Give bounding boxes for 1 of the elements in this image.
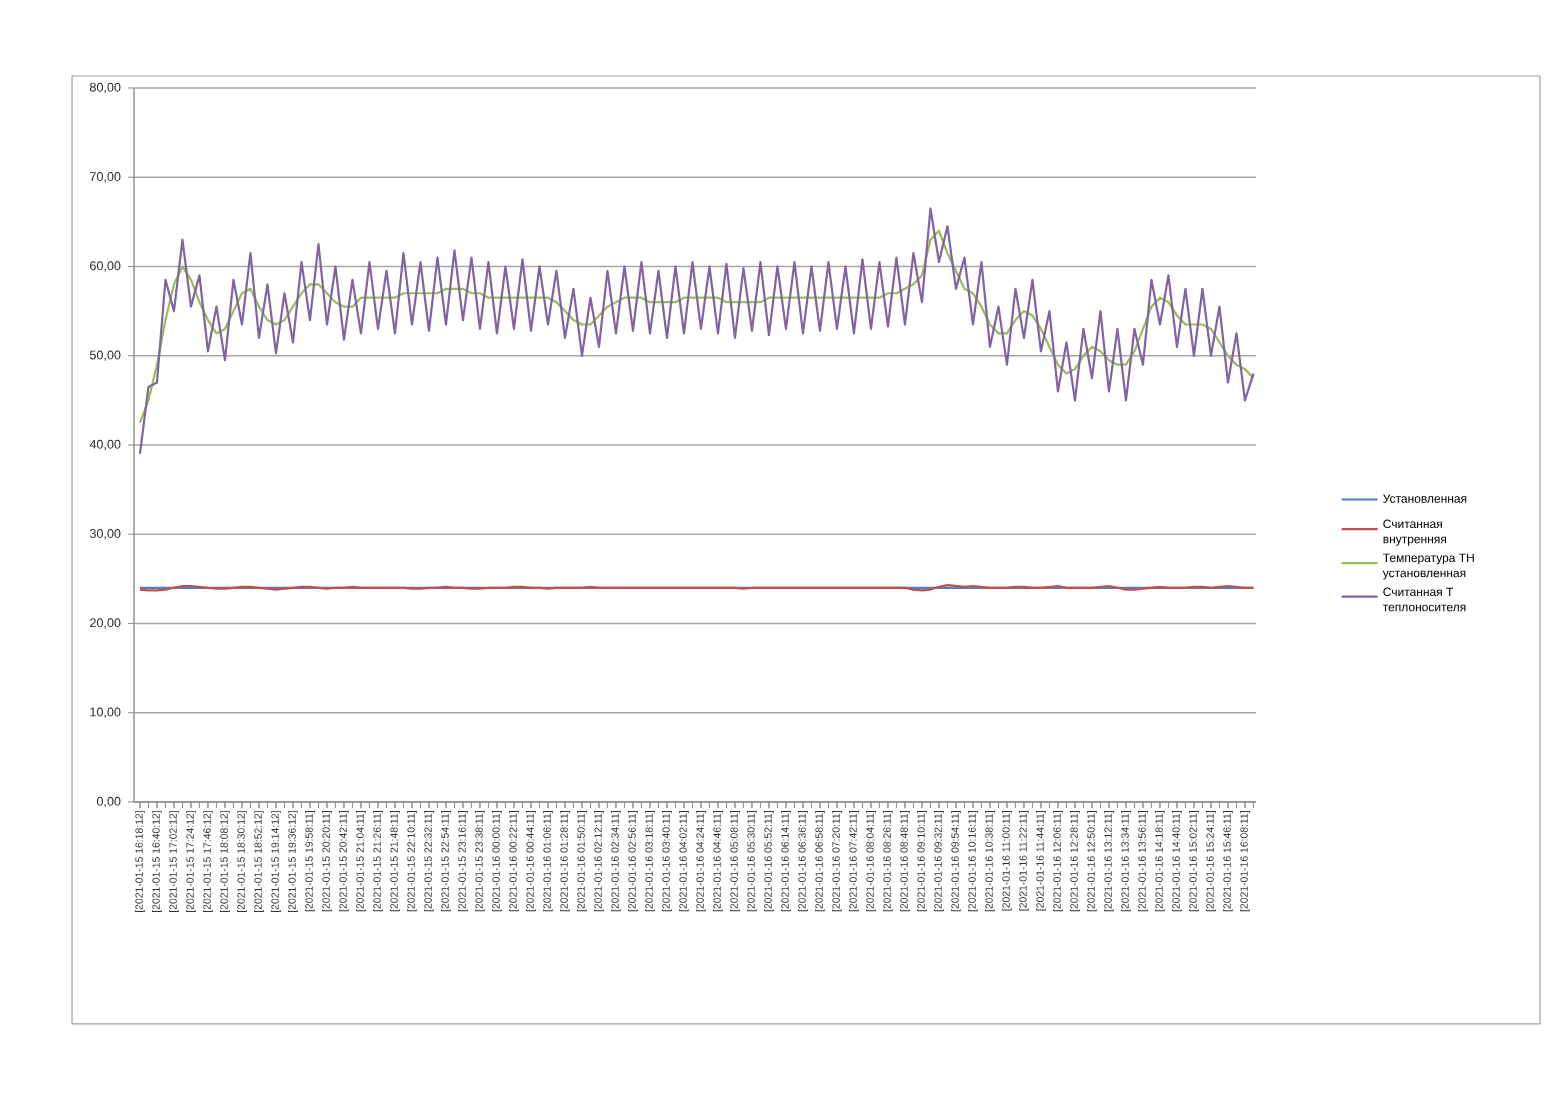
line-series: [138, 207, 1255, 456]
